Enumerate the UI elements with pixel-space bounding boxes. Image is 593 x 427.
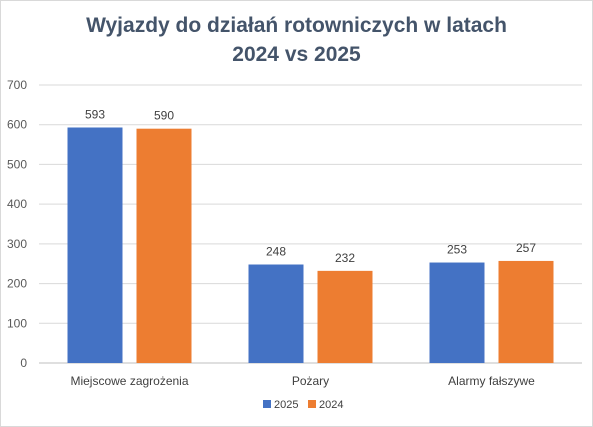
data-label: 253 [447, 243, 467, 257]
data-label: 590 [154, 109, 174, 123]
chart-title-line-1: Wyjazdy do działań rotowniczych w latach [86, 14, 507, 37]
bar [498, 260, 554, 363]
data-label: 248 [266, 245, 286, 259]
y-tick-label: 600 [7, 118, 27, 132]
legend-label: 2024 [319, 399, 343, 411]
bar [67, 127, 123, 363]
y-tick-label: 700 [7, 78, 27, 92]
data-label: 257 [516, 241, 536, 255]
bar [136, 128, 192, 363]
data-label: 593 [85, 107, 105, 121]
y-tick-label: 500 [7, 157, 27, 171]
category-label: Miejscowe zagrożenia [70, 374, 188, 388]
y-tick-label: 200 [7, 277, 27, 291]
y-tick-label: 300 [7, 237, 27, 251]
category-label: Pożary [292, 374, 329, 388]
legend-swatch [308, 400, 316, 408]
data-label: 232 [335, 251, 355, 265]
legend-swatch [263, 400, 271, 408]
category-label: Alarmy fałszywe [448, 374, 535, 388]
chart-title-line-2: 2024 vs 2025 [232, 43, 361, 66]
y-tick-label: 0 [20, 356, 27, 370]
bar [429, 262, 485, 363]
legend-label: 2025 [274, 399, 298, 411]
bar [248, 264, 304, 363]
bar [317, 270, 373, 363]
chart-title: Wyjazdy do działań rotowniczych w latach… [1, 11, 592, 69]
y-tick-label: 100 [7, 316, 27, 330]
y-tick-label: 400 [7, 197, 27, 211]
